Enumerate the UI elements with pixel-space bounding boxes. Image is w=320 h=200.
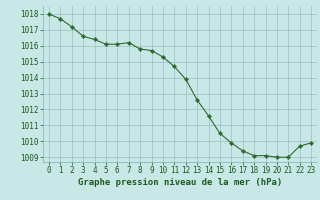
X-axis label: Graphe pression niveau de la mer (hPa): Graphe pression niveau de la mer (hPa) [78,178,282,187]
